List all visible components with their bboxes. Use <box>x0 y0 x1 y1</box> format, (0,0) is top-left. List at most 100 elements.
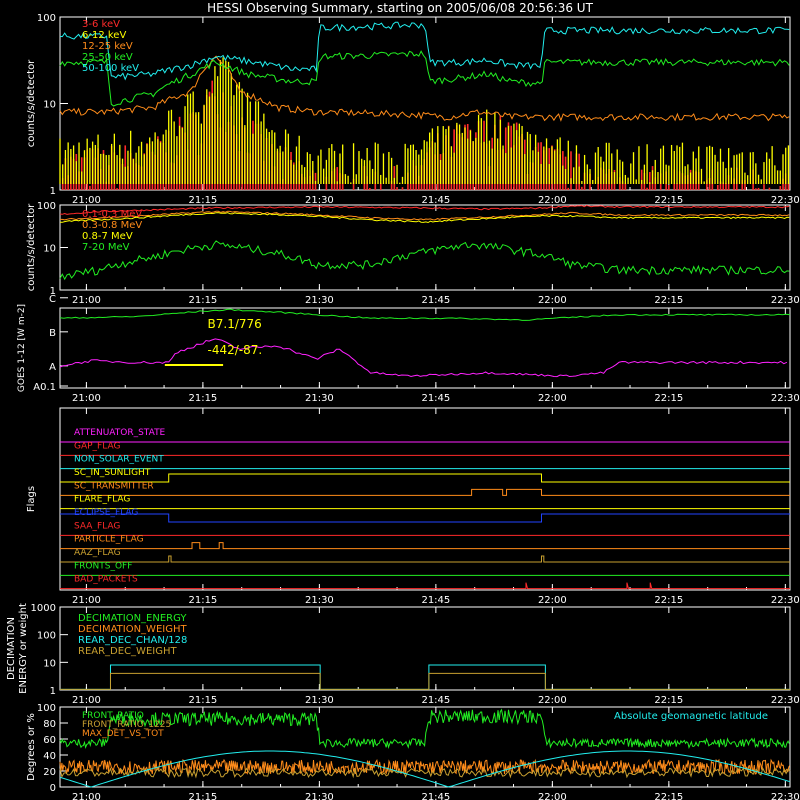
time-tick-label: 22:30 <box>771 695 800 706</box>
time-tick-label: 21:45 <box>421 295 450 306</box>
time-tick-label: 22:15 <box>654 792 683 800</box>
rear-dec-weight-line <box>60 672 790 690</box>
series-0.1-0.3-MeV <box>59 204 790 215</box>
flag-line <box>60 513 790 523</box>
geomagnetic-latitude-line <box>59 750 791 788</box>
front-ratio-line <box>59 708 790 750</box>
legend-entry: 7-20 MeV <box>82 242 130 253</box>
legend-entry: 0.1-0.3 MeV <box>82 209 142 220</box>
flag-line <box>60 582 790 590</box>
series-25-50-keV <box>59 50 790 107</box>
legend-entry: MAX_DET_VS_TOT <box>82 729 164 739</box>
time-tick-label: 21:15 <box>188 595 217 606</box>
time-tick-label: 21:00 <box>72 195 101 206</box>
flag-label: SC_IN_SUNLIGHT <box>74 468 151 478</box>
goes-long-channel <box>59 308 791 321</box>
ytick-label: 20 <box>43 767 56 778</box>
time-tick-label: 22:30 <box>771 792 800 800</box>
panel-flags-ylabel: Flags <box>26 486 37 512</box>
flag-line <box>60 473 790 483</box>
time-tick-label: 21:00 <box>72 595 101 606</box>
goes-class-label: B <box>49 328 56 339</box>
ytick-label: 10 <box>43 100 56 111</box>
panel-goes: 21:00 21:15 21:30 21:45 22:00 22:15 22:30 A0.1 A… <box>17 294 800 404</box>
time-tick-label: 21:15 <box>188 792 217 800</box>
time-tick-label: 22:30 <box>771 393 800 404</box>
series-7-20-MeV <box>59 240 790 281</box>
time-tick-label: 22:15 <box>654 595 683 606</box>
legend-entry: DECIMATION_WEIGHT <box>78 624 187 635</box>
flag-label: SAA_FLAG <box>74 521 120 531</box>
time-tick-label: 21:45 <box>421 595 450 606</box>
flag-label: FLARE_FLAG <box>74 495 130 505</box>
flag-label: ECLIPSE_FLAG <box>74 508 138 518</box>
time-tick-label: 21:00 <box>72 792 101 800</box>
panel-count-rate-low-ylabel: counts/s/detector <box>26 59 37 147</box>
time-tick-label: 21:45 <box>421 195 450 206</box>
decimation-ylabel-line1: DECIMATION <box>6 617 17 680</box>
flag-label: AAZ_FLAG <box>74 548 121 558</box>
time-tick-label: 22:30 <box>771 595 800 606</box>
ytick-label: 100 <box>37 13 56 24</box>
ytick-label: 1 <box>50 686 56 697</box>
panel-goes-frame <box>59 307 791 389</box>
time-tick-label: 22:15 <box>654 195 683 206</box>
flag-label: BAD_PACKETS <box>74 575 138 585</box>
flag-label: PARTICLE_FLAG <box>74 535 144 545</box>
legend-entry: 0.3-0.8 MeV <box>82 220 142 231</box>
panel-ratios-frame <box>59 706 791 788</box>
time-tick-label: 22:15 <box>654 695 683 706</box>
time-tick-label: 22:00 <box>538 295 567 306</box>
time-tick-label: 22:15 <box>654 393 683 404</box>
ytick-label: 10 <box>43 244 56 255</box>
time-tick-label: 21:15 <box>188 393 217 404</box>
right-axis-label: Absolute geomagnetic latitude <box>614 711 768 722</box>
series-12-25-keV <box>59 55 790 122</box>
goes-class-label: A <box>49 362 56 373</box>
flag-label: FRONTS_OFF <box>74 561 132 571</box>
panel-count-rate-high-ylabel: counts/s/detector <box>26 203 37 291</box>
goes-short-channel <box>59 338 788 378</box>
rear-dec-chan-line <box>60 664 790 690</box>
goes-ylabel: GOES 1-12 [W m-2] <box>17 304 27 392</box>
ytick-label: 100 <box>37 703 56 714</box>
panel-ratios: 21:00 21:15 21:30 21:45 22:00 22:15 22:30 Degre… <box>26 703 800 800</box>
ytick-label: 100 <box>37 201 56 212</box>
time-tick-label: 21:30 <box>305 295 334 306</box>
time-tick-label: 22:00 <box>538 595 567 606</box>
front-ratio-1225-line <box>59 767 791 779</box>
time-tick-label: 22:15 <box>654 295 683 306</box>
time-tick-label: 21:15 <box>188 195 217 206</box>
flag-label: ATTENUATOR_STATE <box>74 428 166 438</box>
time-tick-label: 22:00 <box>538 695 567 706</box>
legend-entry: REAR_DEC_WEIGHT <box>78 646 177 657</box>
panel-ratios-ylabel: Degrees or % <box>26 713 37 781</box>
figure-title: HESSI Observing Summary, starting on 200… <box>207 1 593 15</box>
flag-line <box>60 542 790 550</box>
time-tick-label: 22:00 <box>538 195 567 206</box>
legend-entry: FRONT_RATIO_1225 <box>82 720 171 730</box>
panel-decimation-frame <box>59 606 791 691</box>
legend-entry: DECIMATION_ENERGY <box>78 613 187 624</box>
series-0.8-7-MeV <box>59 212 790 224</box>
ytick-label: 1000 <box>31 603 56 614</box>
ytick-label: 80 <box>43 719 56 730</box>
panel-decimation: 21:00 21:15 21:30 21:45 22:00 22:15 22:30 DECIM… <box>6 603 800 706</box>
legend-entry: 12-25 keV <box>82 41 133 52</box>
ytick-label: 60 <box>43 735 56 746</box>
ytick-label: 1 <box>50 286 56 297</box>
time-tick-label: 21:15 <box>188 695 217 706</box>
time-tick-label: 21:30 <box>305 393 334 404</box>
goes-class-label: C <box>49 294 56 305</box>
goes-annotation-position: -442/-87. <box>208 343 263 357</box>
time-tick-label: 22:30 <box>771 195 800 206</box>
legend-entry: 25-50 keV <box>82 52 133 63</box>
panel-count-rate-low: 21:00 21:15 21:30 21:45 22:00 22:15 22:30 count… <box>26 13 800 206</box>
time-tick-label: 21:45 <box>421 695 450 706</box>
legend-entry: 3-6 keV <box>82 19 120 30</box>
panel-flags-frame <box>59 407 791 591</box>
series-0.3-0.8-MeV <box>60 210 790 221</box>
time-tick-label: 22:00 <box>538 792 567 800</box>
time-tick-label: 21:00 <box>72 393 101 404</box>
ytick-label: 10 <box>43 658 56 669</box>
